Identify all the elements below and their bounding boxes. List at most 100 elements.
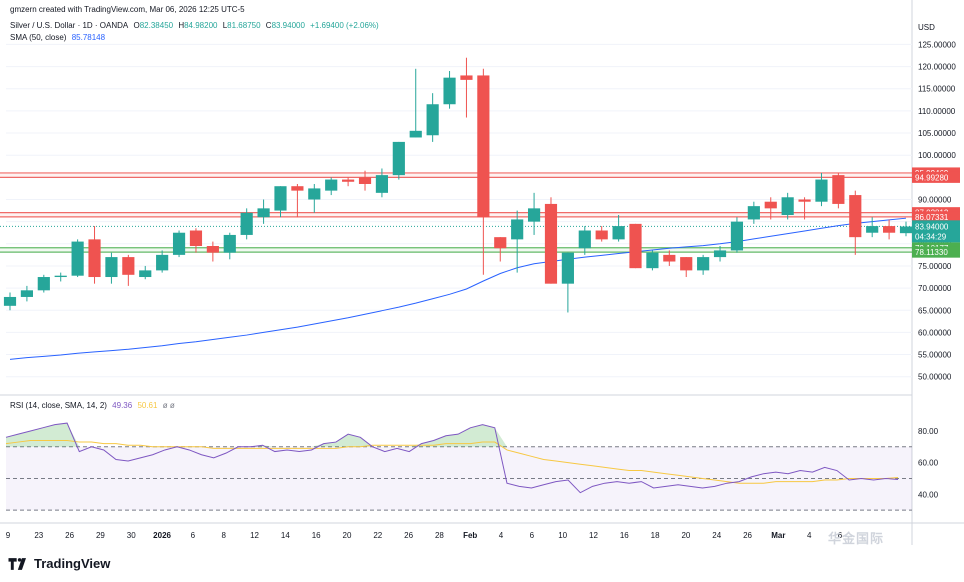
price-axis: 125.00000 120.00000 115.00000 110.00000 105.… — [918, 23, 956, 499]
candle-body — [747, 206, 760, 220]
grid — [0, 0, 964, 545]
candle-body — [409, 130, 422, 138]
candle-body — [899, 226, 913, 234]
x-tick-label: 26 — [65, 531, 74, 540]
candle-body — [646, 252, 659, 269]
o-label: O — [133, 21, 140, 30]
x-tick-label: 6 — [838, 531, 843, 540]
watermark: 华金国际 — [828, 531, 885, 546]
y-tick-label: 90.00000 — [918, 195, 952, 204]
x-tick-label: 9 — [6, 531, 11, 540]
rsi-value: 49.36 — [112, 401, 133, 410]
x-tick-label: 12 — [589, 531, 598, 540]
x-tick-label: 26 — [743, 531, 752, 540]
x-tick-label: 30 — [127, 531, 136, 540]
rsi-tick-label: 40.00 — [918, 490, 939, 499]
c-label: C — [265, 21, 272, 30]
candle-body — [206, 246, 219, 253]
candle-body — [561, 252, 574, 284]
y-tick-label: 120.00000 — [918, 63, 956, 72]
high-value: 84.98200 — [184, 21, 218, 30]
candle-body — [358, 177, 372, 184]
x-tick-label: 6 — [530, 531, 535, 540]
last-price-tag-bg — [912, 220, 960, 243]
level-zone — [0, 247, 912, 253]
x-tick-label: 29 — [96, 531, 105, 540]
x-tick-label: 16 — [312, 531, 321, 540]
x-tick-label: 8 — [221, 531, 226, 540]
candle-body — [612, 226, 625, 240]
countdown-tag: 04:34:29 — [915, 232, 947, 241]
candle-body — [37, 277, 50, 291]
price-tag: 94.99280 — [915, 173, 949, 182]
x-tick-label: 4 — [807, 531, 812, 540]
author-line: gmzern created with TradingView.com, Mar… — [10, 5, 245, 14]
last-price-tag: 83.94000 — [915, 222, 949, 231]
y-tick-label: 55.00000 — [918, 351, 952, 360]
x-tick-label: 20 — [343, 531, 352, 540]
open-value: 82.38450 — [139, 21, 174, 30]
x-tick-label: 22 — [373, 531, 382, 540]
candle-body — [697, 257, 710, 271]
low-value: 81.68750 — [227, 21, 261, 30]
candle-body — [189, 230, 203, 247]
x-tick-label: Feb — [463, 531, 477, 540]
level-zone — [0, 172, 912, 178]
candle-body — [308, 188, 321, 200]
candle-body — [139, 270, 152, 278]
horizontal-levels — [0, 172, 912, 253]
rsi-legend[interactable]: RSI (14, close, SMA, 14, 2) 49.36 50.61 … — [10, 401, 178, 410]
rsi-line — [5, 422, 899, 494]
brand-name: TradingView — [34, 556, 111, 571]
x-tick-label: 12 — [250, 531, 259, 540]
symbol-title[interactable]: Silver / U.S. Dollar · 1D · OANDA — [10, 21, 129, 30]
price-tag-bg — [912, 171, 960, 183]
price-tag: 86.07331 — [915, 213, 949, 222]
y-tick-label: 125.00000 — [918, 40, 956, 49]
level-zone — [0, 212, 912, 217]
candle-body — [578, 230, 591, 249]
candle-body — [3, 296, 17, 306]
x-tick-label: 18 — [651, 531, 660, 540]
candle-body — [443, 77, 456, 105]
candle-body — [511, 219, 524, 240]
sma-legend[interactable]: SMA (50, close) 85.78148 — [10, 33, 108, 42]
rsi-pane — [5, 422, 912, 511]
sma-label: SMA (50, close) — [10, 33, 67, 42]
candle-body — [325, 179, 338, 191]
rsi-extra: ø ø — [162, 401, 175, 410]
sma-polyline — [9, 217, 907, 360]
candle-body — [375, 175, 389, 193]
rsi-label: RSI (14, close, SMA, 14, 2) — [10, 401, 107, 410]
price-labels: 95.9946994.9928087.0281286.0733179.10177… — [912, 167, 960, 258]
time-axis: 9 23 26 29 30 2026 6 8 12 14 16 20 22 26 28 Feb 4 6 10 12 16… — [6, 531, 843, 540]
ohlc-legend: Silver / U.S. Dollar · 1D · OANDA O82.38… — [10, 21, 382, 30]
rsi-tick-label: 80.00 — [918, 427, 939, 436]
candle-body — [257, 208, 270, 218]
candle-body — [730, 221, 744, 251]
change-value: +1.69400 (+2.06%) — [310, 21, 379, 30]
rsi-ma-value: 50.61 — [137, 401, 158, 410]
tradingview-brand[interactable]: TradingView — [8, 556, 110, 571]
x-tick-label: 6 — [191, 531, 196, 540]
candle-body — [866, 226, 879, 233]
y-tick-label: 65.00000 — [918, 306, 952, 315]
close-value: 83.94000 — [271, 21, 305, 30]
x-tick-label: 16 — [620, 531, 629, 540]
candle-body — [798, 199, 811, 202]
candle-body — [815, 179, 828, 202]
candle-body — [477, 75, 490, 218]
rsi-tick-label: 60.00 — [918, 459, 939, 468]
tradingview-logo-icon — [8, 557, 26, 570]
sma-line — [9, 217, 907, 360]
candle-body — [781, 197, 794, 215]
candle-body — [156, 254, 169, 271]
candle-body — [544, 203, 558, 284]
candle-body — [71, 241, 84, 276]
candle-body — [105, 257, 118, 278]
y-tick-label: 100.00000 — [918, 151, 956, 160]
x-tick-label: 14 — [281, 531, 290, 540]
candle-body — [713, 250, 727, 258]
candle-body — [122, 257, 135, 275]
